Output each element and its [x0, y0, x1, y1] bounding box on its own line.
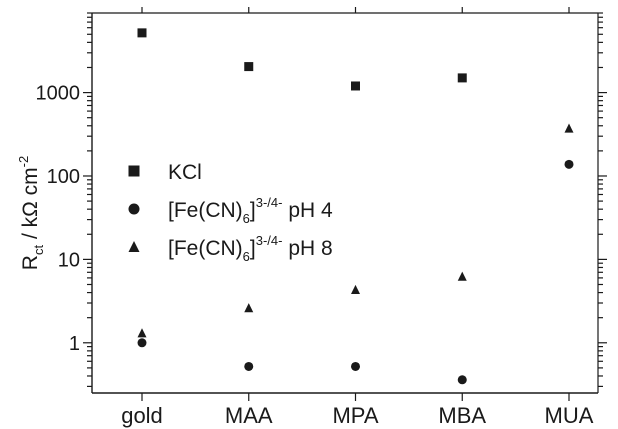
x-tick-label: MPA [332, 403, 378, 428]
y-tick-label: 1000 [36, 83, 81, 105]
legend-label: [Fe(CN)6]3-/4- pH 4 [168, 195, 333, 226]
y-axis-title: Rct / kΩ cm-2 [16, 156, 46, 270]
point-triangle [564, 123, 574, 133]
data-marks [137, 28, 574, 385]
point-triangle [244, 303, 254, 313]
point-circle [137, 338, 147, 348]
y-tick-label: 100 [47, 166, 80, 188]
point-square [457, 73, 467, 83]
y-tick-label: 1 [69, 333, 80, 355]
x-axis-ticks: gold MAA MPA MBA MUA [121, 7, 594, 428]
y-axis-title-text: Rct / kΩ cm-2 [16, 156, 46, 270]
point-square [244, 62, 254, 72]
x-tick-label: gold [121, 403, 163, 428]
legend-marker-triangle [128, 241, 140, 252]
point-circle [244, 361, 254, 371]
point-triangle [457, 271, 467, 281]
legend-label: [Fe(CN)6]3-/4- pH 8 [168, 233, 333, 264]
point-circle [564, 159, 574, 169]
point-square [351, 81, 360, 91]
point-circle [351, 361, 360, 371]
y-tick-label: 10 [58, 249, 80, 271]
legend: KCl [Fe(CN)6]3-/4- pH 4 [Fe(CN)6]3-/4- pH … [128, 161, 333, 264]
point-circle [457, 375, 467, 385]
legend-label: KCl [168, 161, 202, 184]
x-tick-label: MAA [225, 403, 273, 428]
plot-frame [91, 12, 599, 394]
point-triangle [351, 284, 360, 295]
point-square [137, 28, 147, 38]
point-triangle [137, 328, 147, 338]
x-tick-label: MBA [438, 403, 486, 428]
y-axis-ticks: 1 10 100 1000 [36, 12, 607, 387]
x-tick-label: MUA [545, 403, 594, 428]
legend-marker-square [128, 165, 140, 177]
legend-marker-circle [128, 203, 140, 215]
